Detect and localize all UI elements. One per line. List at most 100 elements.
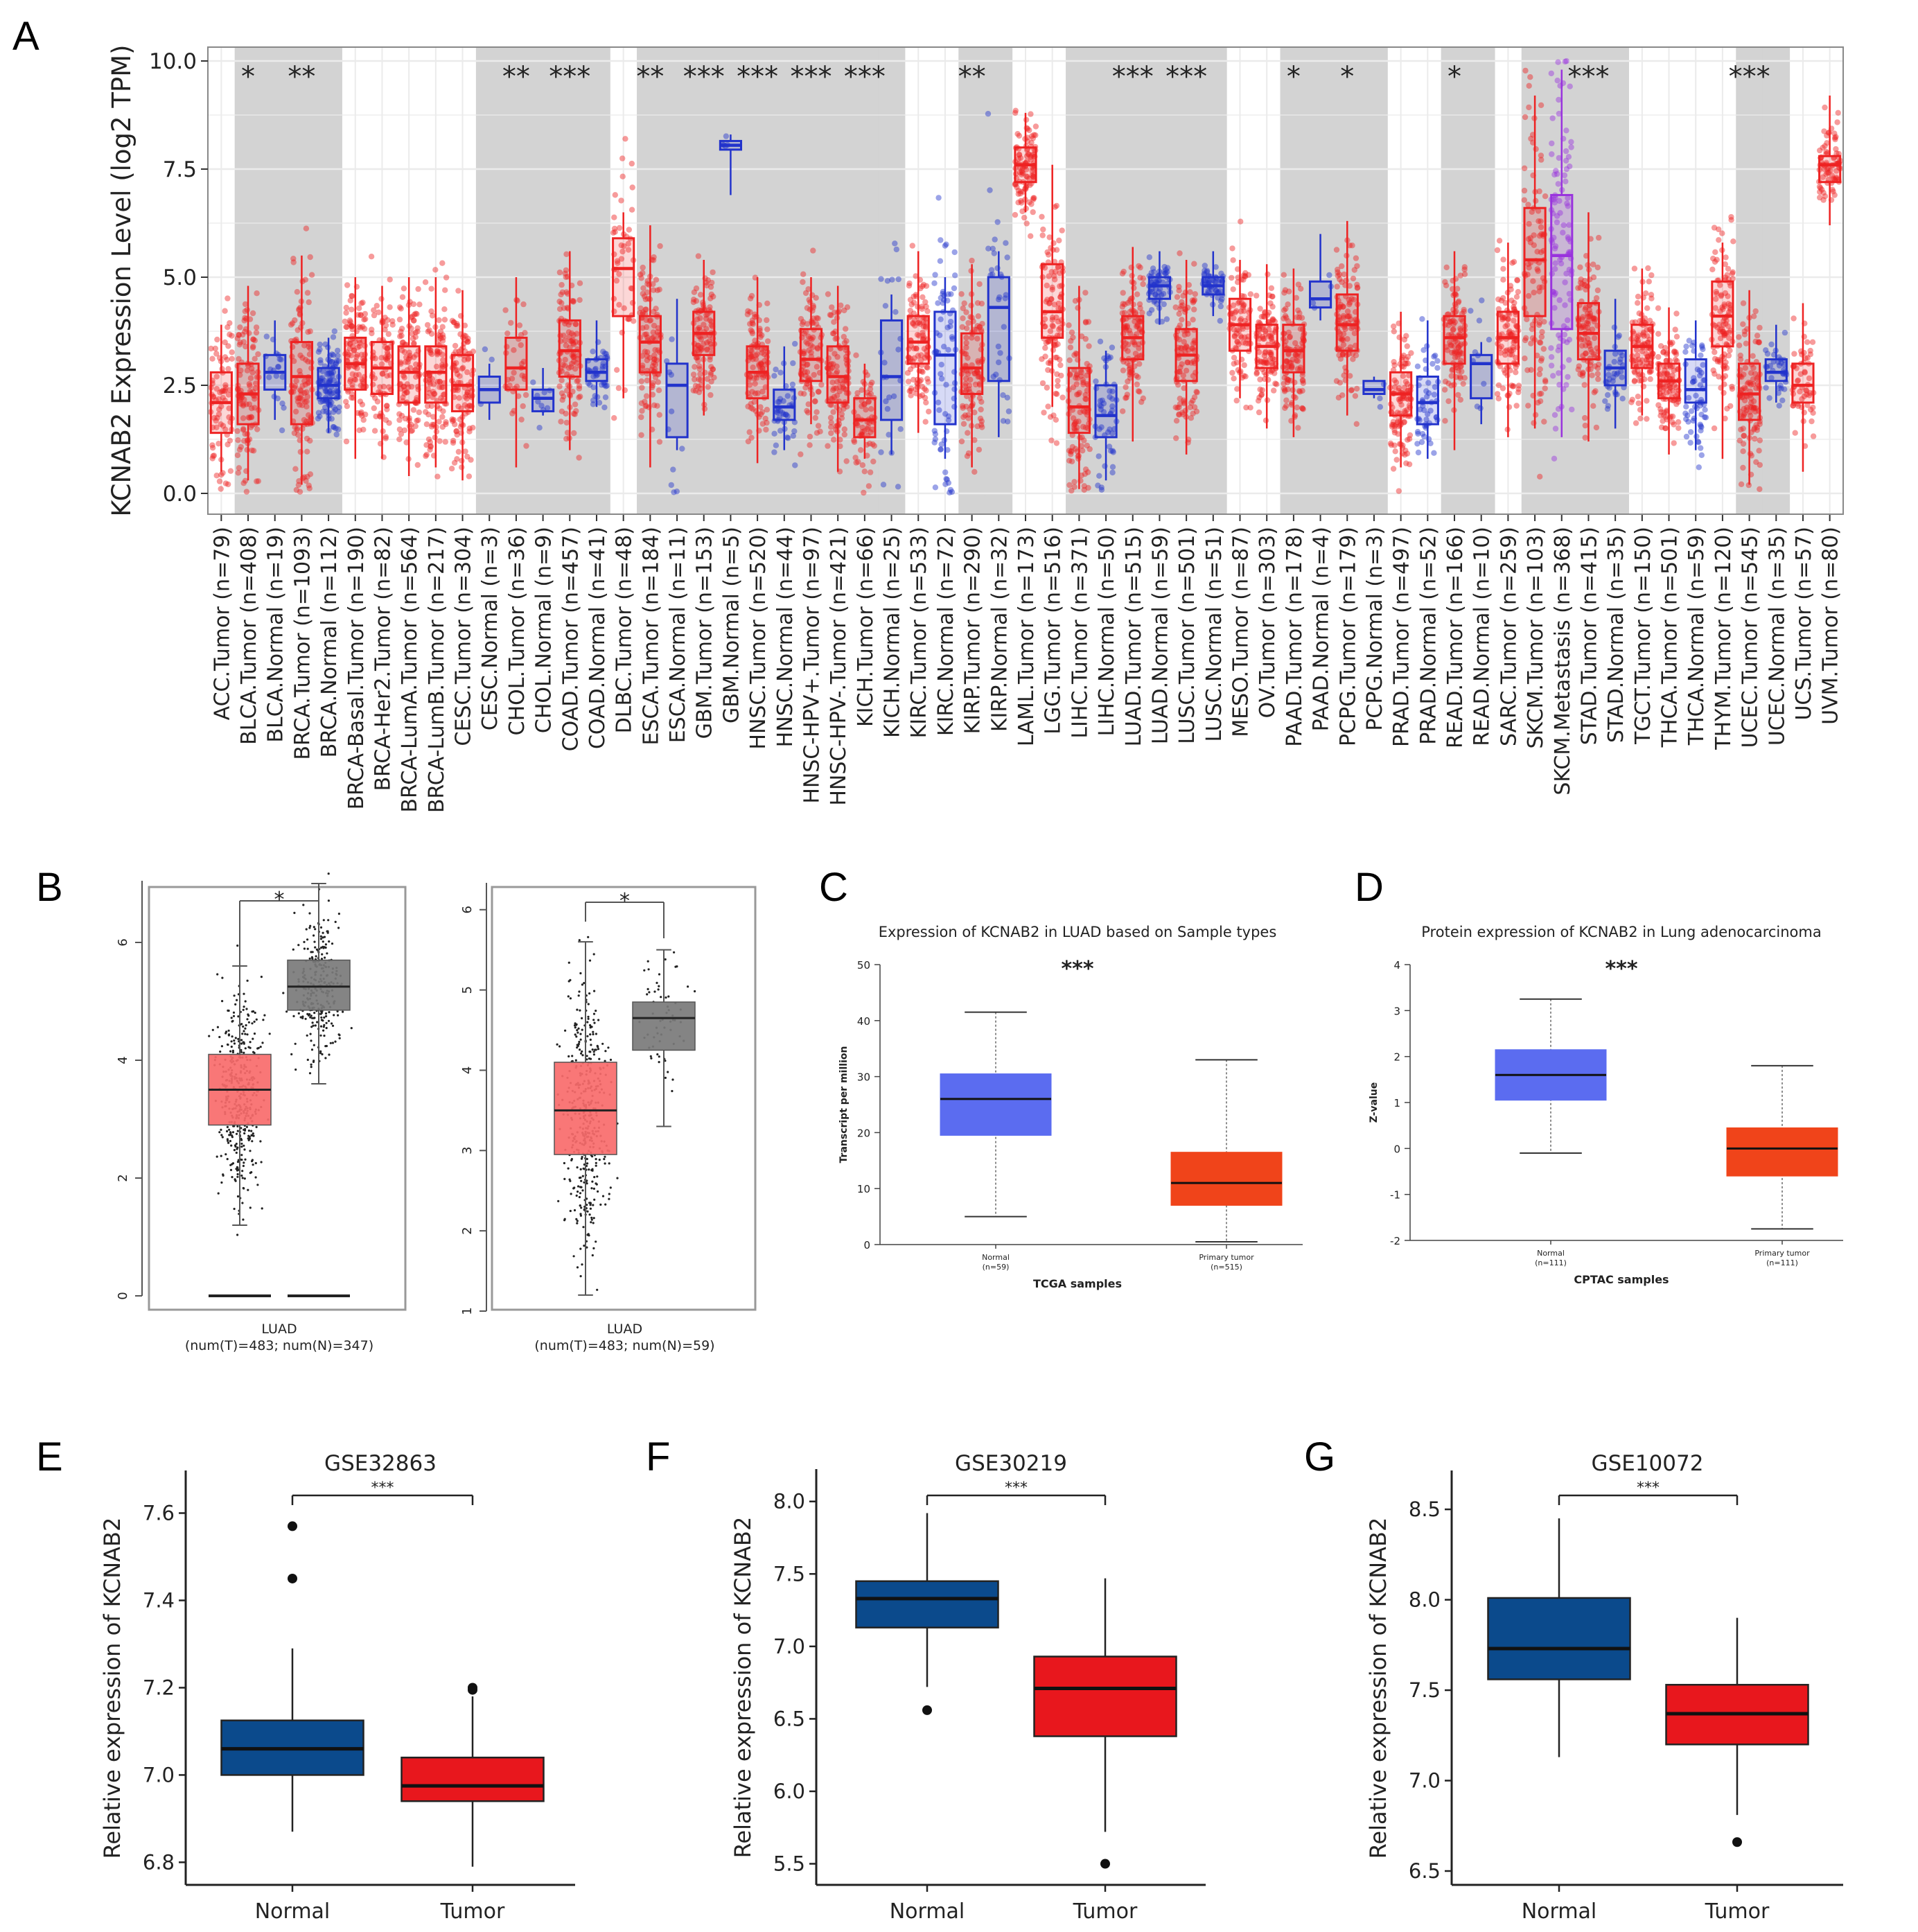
data-point — [798, 390, 804, 396]
data-point — [1474, 403, 1481, 410]
data-point — [240, 415, 247, 421]
data-point — [303, 403, 310, 410]
data-point — [209, 455, 215, 462]
data-point — [465, 355, 472, 362]
data-point — [1109, 344, 1116, 351]
data-point — [601, 404, 608, 411]
data-point — [325, 370, 331, 377]
data-point — [236, 465, 243, 471]
shaded-column — [1468, 47, 1495, 514]
data-point — [1072, 298, 1079, 304]
data-point — [439, 260, 446, 266]
data-point — [1059, 394, 1066, 401]
data-point — [572, 366, 579, 372]
data-point — [324, 371, 331, 378]
data-point — [279, 374, 285, 380]
data-point — [771, 430, 777, 437]
data-point — [1055, 378, 1061, 384]
data-point — [1683, 343, 1689, 350]
data-point — [385, 345, 391, 351]
data-point — [1579, 370, 1586, 377]
data-point — [317, 413, 323, 419]
data-point — [1415, 449, 1422, 456]
data-point — [575, 377, 581, 384]
data-point — [454, 432, 460, 438]
data-point — [440, 357, 446, 363]
data-point — [514, 297, 520, 304]
x-tick-label-5: BRCA-Basal.Tumor (n=190) — [344, 527, 369, 809]
data-point — [343, 304, 349, 311]
data-point — [965, 319, 971, 326]
data-point — [749, 328, 755, 335]
data-point — [397, 333, 403, 340]
data-point — [305, 358, 311, 365]
x-tick-label-6: BRCA-Her2.Tumor (n=82) — [371, 527, 395, 791]
data-point — [222, 426, 229, 432]
data-point — [330, 369, 337, 376]
data-point — [396, 316, 403, 323]
data-point — [434, 348, 441, 354]
x-tick-label-50: SKCM.Metastasis (n=368) — [1551, 527, 1575, 796]
data-point — [1594, 287, 1601, 294]
data-point — [800, 271, 807, 277]
data-point — [224, 356, 230, 363]
data-point — [378, 361, 385, 367]
data-point — [253, 329, 260, 336]
data-point — [412, 310, 419, 317]
data-point — [294, 427, 300, 433]
data-point — [1657, 406, 1664, 412]
data-point — [464, 453, 470, 460]
shaded-column — [1762, 47, 1791, 514]
data-point — [362, 316, 369, 322]
data-point — [674, 489, 680, 495]
data-point — [938, 441, 945, 448]
data-point — [759, 421, 766, 427]
data-point — [442, 287, 448, 293]
data-point — [566, 334, 572, 340]
data-point — [412, 334, 419, 340]
data-point — [317, 398, 324, 405]
data-point — [1414, 363, 1421, 369]
significance-mark-20: *** — [737, 61, 778, 93]
data-point — [1256, 409, 1262, 416]
box-11 — [504, 336, 528, 391]
data-point — [424, 403, 431, 410]
data-point — [1635, 394, 1642, 400]
data-point — [1637, 415, 1644, 422]
data-point — [359, 401, 366, 407]
data-point — [1548, 345, 1554, 351]
data-point — [1589, 372, 1595, 378]
data-point — [625, 240, 631, 247]
data-point — [292, 466, 299, 472]
data-point — [464, 396, 470, 402]
data-point — [1452, 291, 1459, 297]
data-point — [1032, 123, 1039, 130]
significance-mark-22: *** — [790, 61, 832, 93]
data-point — [621, 305, 627, 311]
data-point — [1028, 111, 1034, 117]
data-point — [361, 317, 367, 323]
data-point — [209, 445, 216, 451]
data-point — [1729, 386, 1736, 392]
data-point — [994, 219, 1001, 225]
data-point — [707, 392, 714, 398]
data-point — [440, 392, 447, 398]
data-point — [1513, 369, 1519, 376]
data-point — [563, 419, 570, 426]
data-point — [209, 442, 215, 448]
data-point — [1673, 310, 1680, 317]
data-point — [1047, 414, 1054, 420]
data-point — [961, 300, 967, 306]
data-point — [429, 351, 435, 358]
x-tick-label-29: KIRP.Normal (n=32) — [987, 527, 1012, 732]
x-tick-label-41: PAAD.Normal (n=4) — [1310, 527, 1334, 731]
data-point — [1431, 353, 1437, 360]
data-point — [979, 424, 985, 430]
data-point — [385, 331, 391, 337]
data-point — [443, 419, 449, 425]
data-point — [352, 338, 358, 345]
data-point — [1242, 374, 1249, 380]
data-point — [1685, 419, 1691, 425]
shaded-column — [529, 47, 557, 514]
data-point — [345, 365, 351, 371]
